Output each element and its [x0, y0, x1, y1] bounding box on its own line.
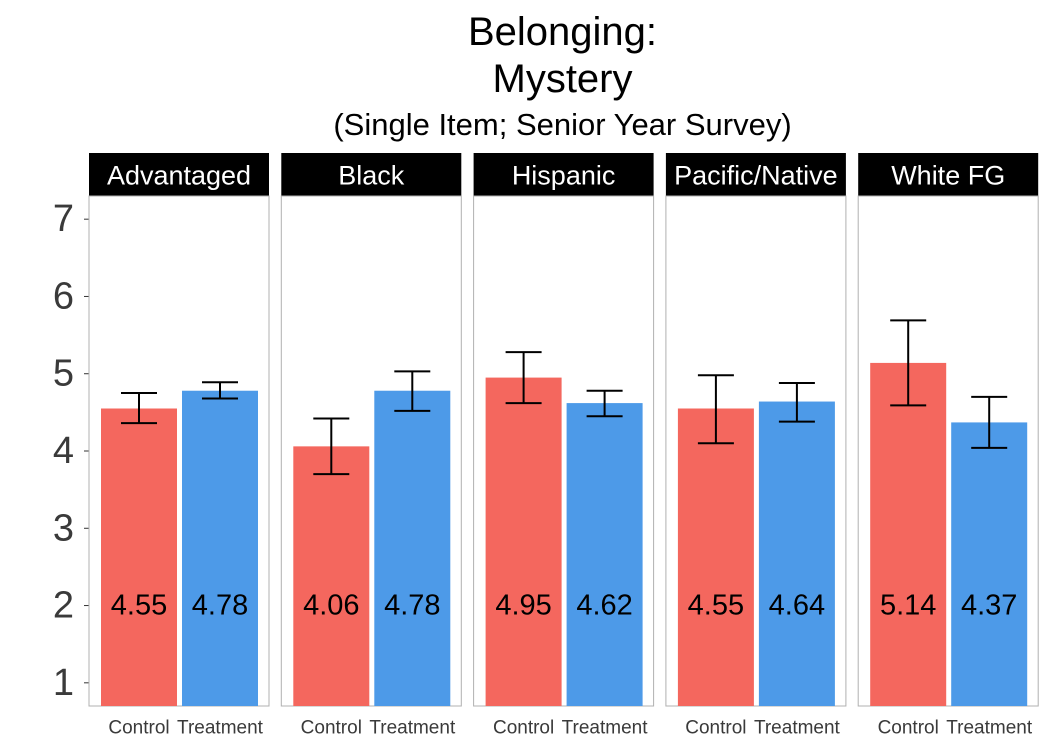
bar-pacific-native-treatment	[758, 401, 835, 706]
data-label-white-fg-treatment: 4.37	[961, 590, 1017, 622]
panel-advantaged	[88, 195, 270, 707]
x-tick-label-hispanic-treatment: Treatment	[562, 718, 649, 739]
panel-hispanic	[473, 195, 655, 707]
x-tick-label-black-treatment: Treatment	[369, 718, 456, 739]
strip-label-pacific-native: Pacific/Native	[674, 161, 838, 191]
strip-label-hispanic: Hispanic	[512, 161, 616, 191]
bar-pacific-native-control	[677, 408, 754, 706]
y-tick-label-6: 6	[53, 275, 74, 317]
data-label-hispanic-control: 4.95	[495, 590, 551, 622]
bar-advantaged-control	[101, 408, 177, 706]
strip-advantaged	[89, 153, 269, 196]
y-tick-label-5: 5	[53, 353, 74, 395]
data-label-black-control: 4.06	[303, 590, 359, 622]
data-label-pacific-native-treatment: 4.64	[769, 590, 825, 622]
data-label-black-treatment: 4.78	[384, 590, 440, 622]
panel-pacific-native	[665, 195, 847, 707]
y-tick-label-2: 2	[53, 585, 74, 627]
bar-hispanic-control	[485, 377, 562, 706]
bar-advantaged-treatment	[182, 390, 258, 706]
x-tick-label-white-fg-control: Control	[878, 718, 939, 739]
bar-black-treatment	[374, 390, 451, 706]
strip-label-white-fg: White FG	[891, 161, 1005, 191]
data-label-advantaged-control: 4.55	[111, 590, 167, 622]
strip-pacific-native	[665, 153, 846, 196]
x-tick-label-pacific-native-treatment: Treatment	[754, 718, 841, 739]
strip-black	[281, 153, 462, 196]
x-tick-label-hispanic-control: Control	[493, 718, 554, 739]
data-label-pacific-native-control: 4.55	[688, 590, 744, 622]
x-tick-label-pacific-native-control: Control	[685, 718, 746, 739]
y-tick-label-4: 4	[53, 430, 74, 472]
chart-title-line-1: Belonging:	[467, 10, 658, 54]
bar-black-control	[293, 446, 370, 706]
strip-label-black: Black	[338, 161, 405, 191]
data-label-hispanic-treatment: 4.62	[576, 590, 632, 622]
panel-black	[280, 195, 462, 707]
strip-label-advantaged: Advantaged	[107, 161, 251, 191]
chart-title-line-2: Mystery	[492, 57, 633, 101]
strip-hispanic	[473, 153, 654, 196]
bar-hispanic-treatment	[566, 403, 643, 706]
x-tick-label-white-fg-treatment: Treatment	[946, 718, 1033, 739]
panel-white-fg	[857, 195, 1039, 707]
bar-white-fg-treatment	[951, 422, 1028, 706]
x-tick-label-advantaged-control: Control	[108, 718, 169, 739]
y-tick-label-1: 1	[53, 662, 74, 704]
x-tick-label-advantaged-treatment: Treatment	[177, 718, 264, 739]
bar-white-fg-control	[870, 362, 947, 706]
y-tick-label-3: 3	[53, 507, 74, 549]
chart-subtitle: (Single Item; Senior Year Survey)	[333, 107, 792, 142]
y-tick-label-7: 7	[53, 198, 74, 240]
data-label-advantaged-treatment: 4.78	[192, 590, 248, 622]
data-label-white-fg-control: 5.14	[880, 590, 936, 622]
x-tick-label-black-control: Control	[301, 718, 362, 739]
strip-white-fg	[858, 153, 1039, 196]
